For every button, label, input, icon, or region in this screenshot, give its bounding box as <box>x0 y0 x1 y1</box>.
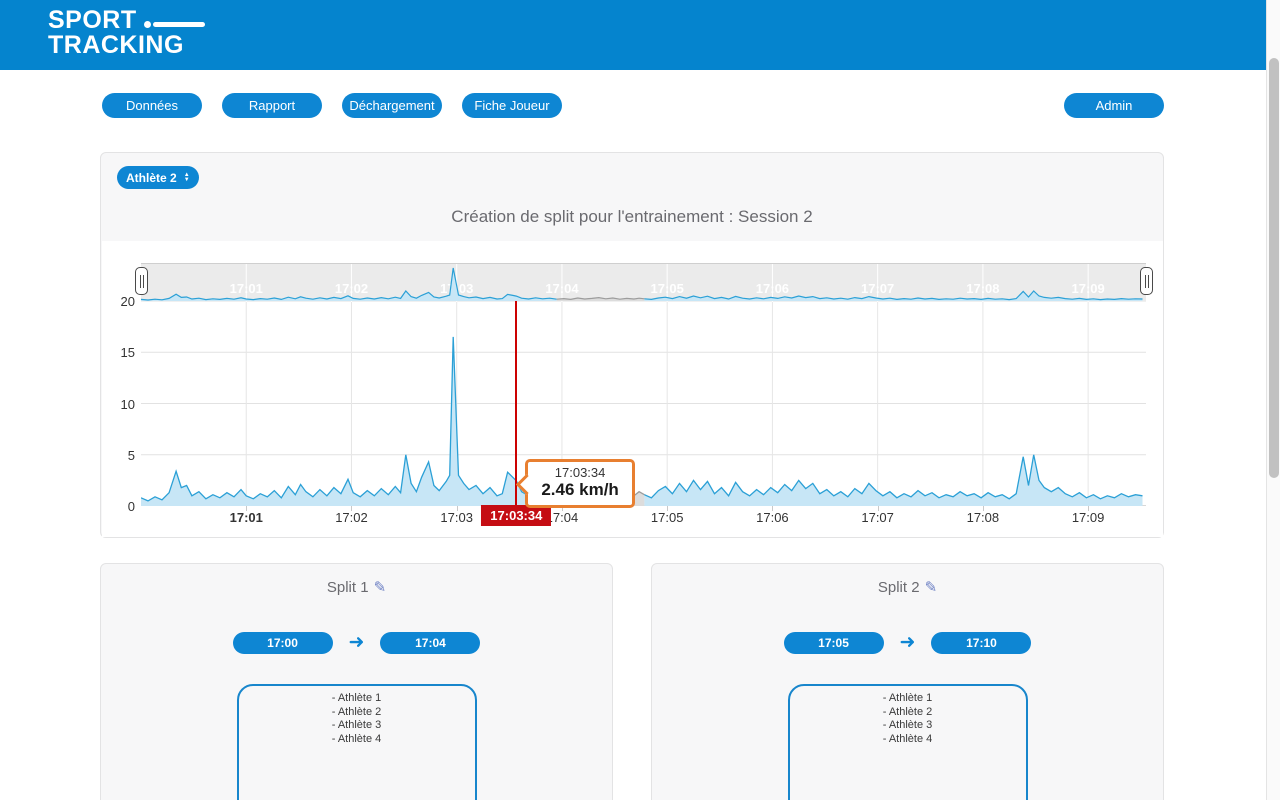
split-panel-1: Split 1 ✎ 17:00 ➜ 17:04 - Athlète 1 - Ath… <box>100 563 613 800</box>
x-axis-tick-label: 17:02 <box>335 510 368 525</box>
chart-navigator[interactable]: 17:0117:0217:0317:0417:0517:0617:0717:08… <box>141 263 1146 302</box>
athlete-list-item[interactable]: - Athlète 4 <box>882 732 933 745</box>
tooltip-value: 2.46 km/h <box>541 480 619 499</box>
nav-rapport-button[interactable]: Rapport <box>222 93 322 118</box>
split-2-title: Split 2 ✎ <box>652 578 1163 596</box>
nav-donnees-button[interactable]: Données <box>102 93 202 118</box>
x-axis-tick <box>351 506 353 511</box>
split-1-title-text: Split 1 <box>326 579 369 596</box>
app-header: SPORT TRACKING <box>0 0 1266 70</box>
navigator-mini-chart <box>141 264 1143 302</box>
x-axis-tick <box>561 506 563 511</box>
y-axis-tick-label: 0 <box>127 499 135 514</box>
x-axis-tick <box>246 506 248 511</box>
split-2-athlete-list-box[interactable]: - Athlète 1 - Athlète 2 - Athlète 3 - At… <box>787 684 1028 800</box>
cursor-plot-line <box>515 301 518 506</box>
split-2-times: 17:05 ➜ 17:10 <box>652 632 1163 654</box>
arrow-right-icon: ➜ <box>899 632 916 653</box>
x-axis-tick-label: 17:04 <box>545 510 579 525</box>
nav-admin-button[interactable]: Admin <box>1064 93 1164 118</box>
y-axis-tick-label: 5 <box>127 447 135 463</box>
y-axis-tick-label: 10 <box>120 396 135 412</box>
navigator-right-handle-icon[interactable] <box>1139 267 1153 295</box>
x-axis-tick-label: 17:01 <box>229 510 263 525</box>
nav-fiche-joueur-button[interactable]: Fiche Joueur <box>462 93 562 118</box>
athlete-list-item[interactable]: - Athlète 3 <box>331 719 382 731</box>
split-1-title: Split 1 ✎ <box>101 578 612 596</box>
page-scrollbar-track[interactable] <box>1266 0 1280 800</box>
logo-text-tracking: TRACKING <box>48 31 184 59</box>
logo-text-sport: SPORT <box>48 6 137 34</box>
athlete-list-item[interactable]: - Athlète 1 <box>331 692 382 704</box>
x-axis-tick-label: 17:08 <box>966 510 1000 525</box>
split-1-times: 17:00 ➜ 17:04 <box>101 632 612 654</box>
athlete-list-item[interactable]: - Athlète 2 <box>882 705 933 718</box>
main-nav: Données Rapport Déchargement Fiche Joueu… <box>102 93 562 118</box>
app-logo: SPORT TRACKING <box>48 8 205 58</box>
logo-dash-dot-icon <box>143 21 205 28</box>
x-axis-labels: 17:01 17:02 17:03 17:04 17:05 17:06 17:07 17:08… <box>141 510 1146 530</box>
cursor-time-badge: 17:03:34 <box>481 505 552 526</box>
x-axis-tick <box>667 506 669 511</box>
x-axis-tick <box>877 506 879 511</box>
x-axis-tick <box>772 506 774 511</box>
select-updown-arrows-icon: ▲ ▼ <box>183 171 190 183</box>
y-axis-tick-label: 20 <box>120 294 135 309</box>
athlete-select-value: Athlète 2 <box>126 170 177 185</box>
chart-tooltip: 17:03:34 2.46 km/h <box>525 459 635 508</box>
split-creation-panel: Athlète 2 ▲ ▼ Création de split pour l'en… <box>100 152 1164 538</box>
athlete-list-item[interactable]: - Athlète 4 <box>331 732 382 745</box>
x-axis-tick <box>456 506 458 511</box>
split-panel-2: Split 2 ✎ 17:05 ➜ 17:10 - Athlète 1 - Ath… <box>651 563 1164 800</box>
x-axis-tick-label: 17:03 <box>440 510 473 525</box>
x-axis-tick-label: 17:05 <box>650 510 684 525</box>
split-2-start-time-button[interactable]: 17:05 <box>783 632 884 654</box>
tooltip-time: 17:03:34 <box>554 465 606 480</box>
split-2-title-text: Split 2 <box>877 579 920 596</box>
athlete-list-item[interactable]: - Athlète 3 <box>882 719 933 731</box>
x-axis-tick-label: 17:07 <box>861 510 894 525</box>
split-1-end-time-button[interactable]: 17:04 <box>380 632 481 654</box>
split-2-end-time-button[interactable]: 17:10 <box>931 632 1032 654</box>
x-axis-tick-label: 17:09 <box>1071 510 1105 525</box>
chart-plot-area[interactable] <box>140 300 1146 506</box>
x-axis-tick <box>982 506 984 511</box>
chart-title: Création de split pour l'entrainement : … <box>451 207 813 226</box>
edit-pencil-icon[interactable]: ✎ <box>924 579 938 596</box>
split-1-athlete-list-box[interactable]: - Athlète 1 - Athlète 2 - Athlète 3 - At… <box>236 684 477 800</box>
x-axis-tick <box>1088 506 1090 511</box>
x-axis-tick-label: 17:06 <box>756 510 789 525</box>
athlete-select[interactable]: Athlète 2 ▲ ▼ <box>117 166 199 189</box>
athlete-list-item[interactable]: - Athlète 2 <box>331 705 382 718</box>
navigator-left-handle-icon[interactable] <box>134 267 148 295</box>
page-scrollbar-thumb[interactable] <box>1269 58 1279 478</box>
edit-pencil-icon[interactable]: ✎ <box>373 579 387 596</box>
y-axis-tick-label: 15 <box>120 345 135 361</box>
y-axis-labels: 0 5 10 15 20 <box>101 294 135 514</box>
nav-dechargement-button[interactable]: Déchargement <box>342 93 442 118</box>
split-1-start-time-button[interactable]: 17:00 <box>232 632 333 654</box>
arrow-right-icon: ➜ <box>348 632 365 653</box>
athlete-list-item[interactable]: - Athlète 1 <box>882 692 933 704</box>
